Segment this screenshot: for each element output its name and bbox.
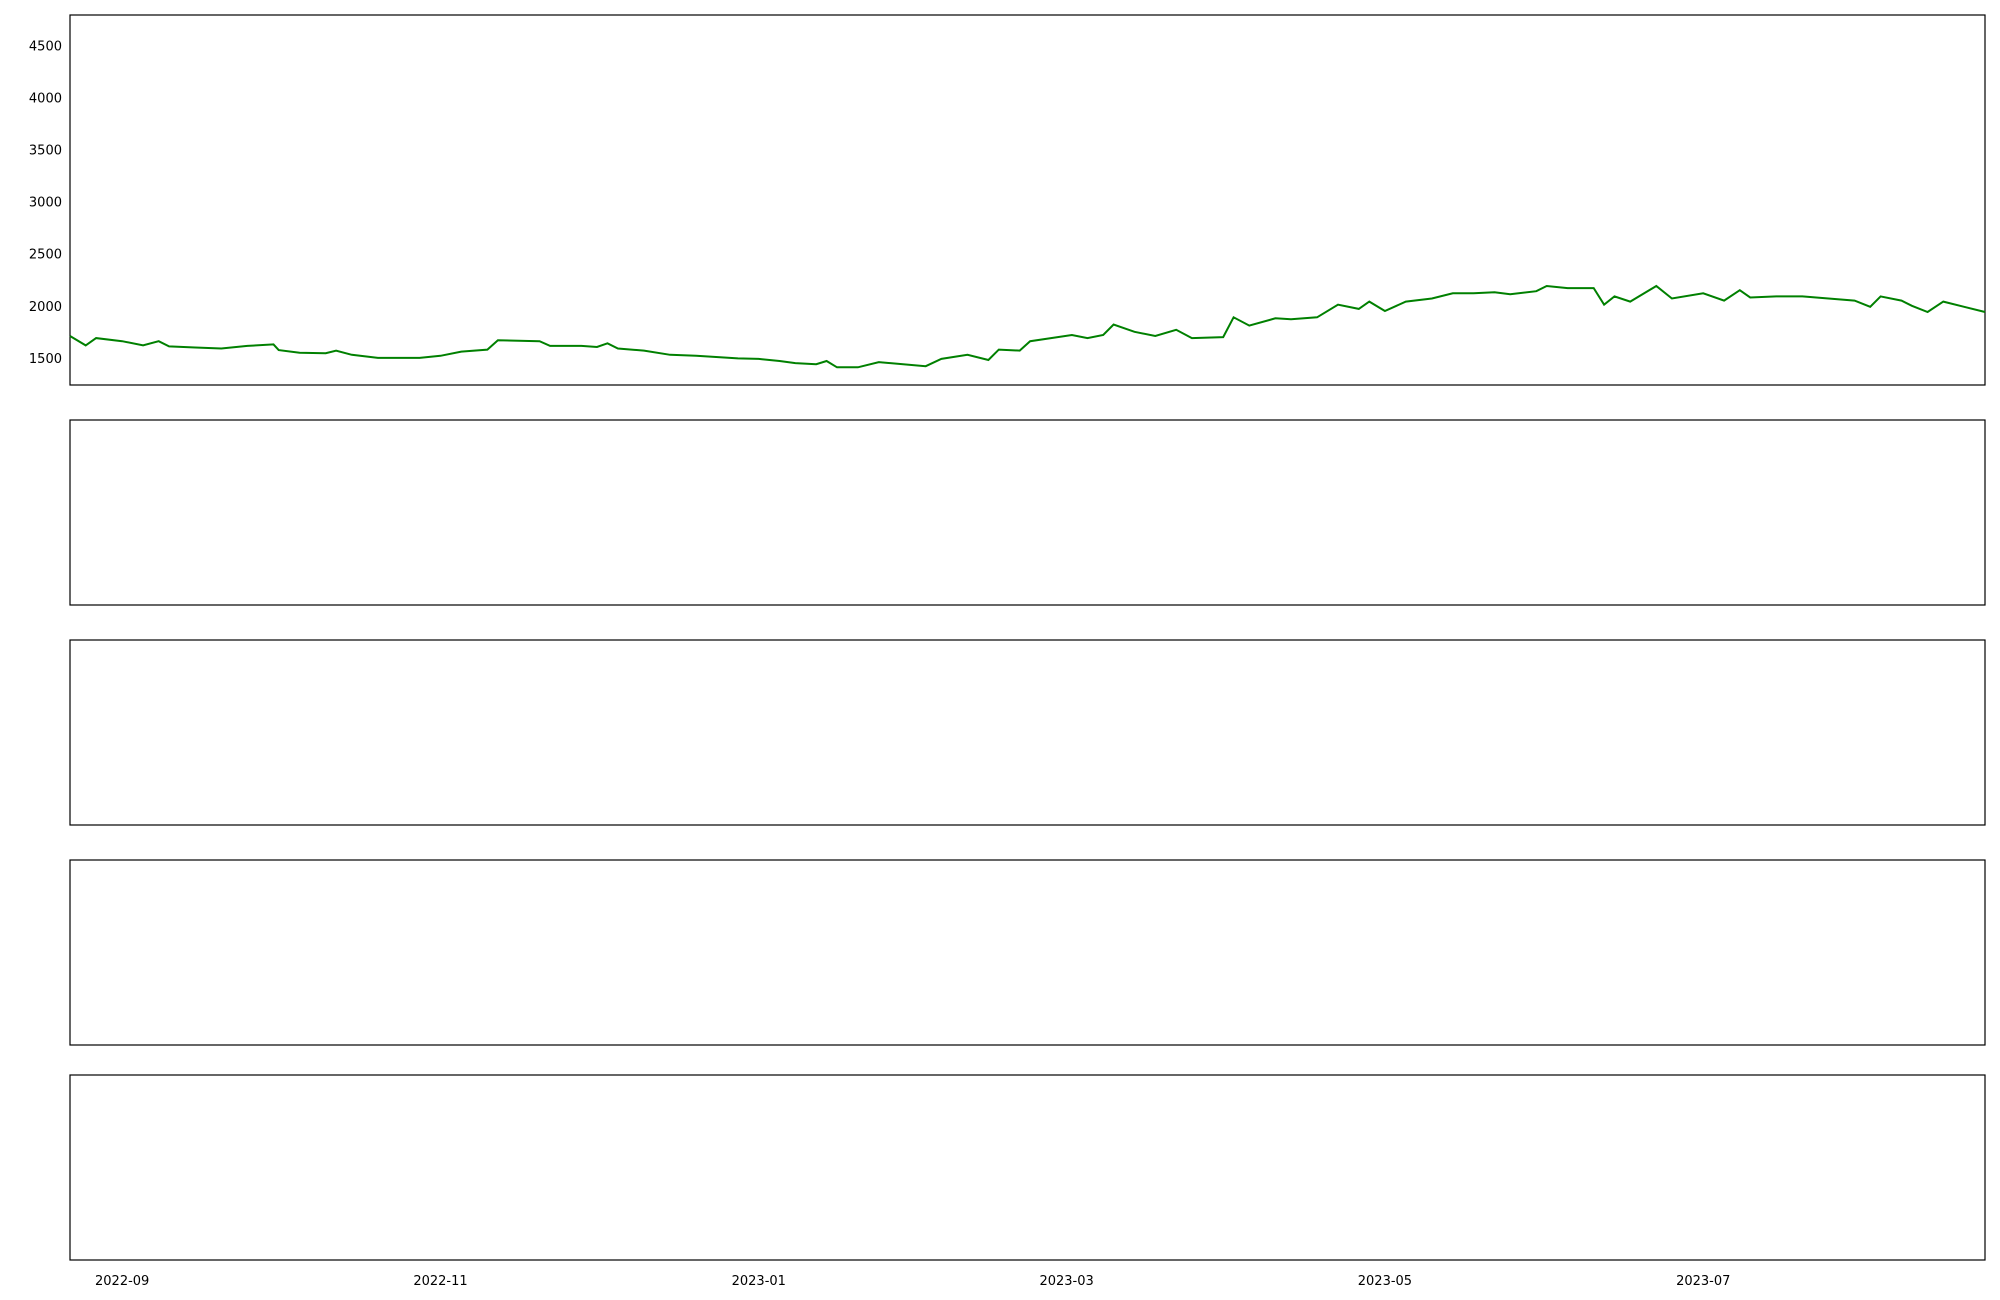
panel-frame — [69, 14, 1986, 386]
x-tick-label: 2022-11 — [413, 1274, 467, 1289]
panel-frame — [69, 859, 1986, 1046]
y-tick-label: 4000 — [29, 91, 62, 106]
x-tick-label: 2023-03 — [1039, 1274, 1093, 1289]
y-tick-label: 1500 — [29, 352, 62, 367]
x-tick-label: 2023-05 — [1358, 1274, 1412, 1289]
x-axis: 2022-09 2022-11 2023-01 2023-03 2023-05 2023-… — [95, 1274, 2000, 1289]
volume-panel — [69, 419, 1986, 606]
y-tick-label: 4500 — [29, 39, 62, 54]
y-tick-label: 2500 — [29, 248, 62, 263]
y-tick-label: 3500 — [29, 143, 62, 158]
price-series-line — [69, 284, 1986, 369]
x-tick-label: 2022-09 — [95, 1274, 149, 1289]
panel-frame — [69, 419, 1986, 606]
x-tick-label: 2023-01 — [732, 1274, 786, 1289]
panel-frame — [69, 639, 1986, 826]
panel-frame — [69, 1074, 1986, 1261]
y-tick-label: 2000 — [29, 300, 62, 315]
stochrsi-panel — [69, 1074, 1986, 1261]
macd-panel — [69, 639, 1986, 826]
cci-panel — [69, 859, 1986, 1046]
x-tick-label: 2023-07 — [1676, 1274, 1730, 1289]
price-panel: 1500 2000 2500 3000 3500 4000 4500 — [29, 14, 1986, 386]
y-tick-label: 3000 — [29, 196, 62, 211]
